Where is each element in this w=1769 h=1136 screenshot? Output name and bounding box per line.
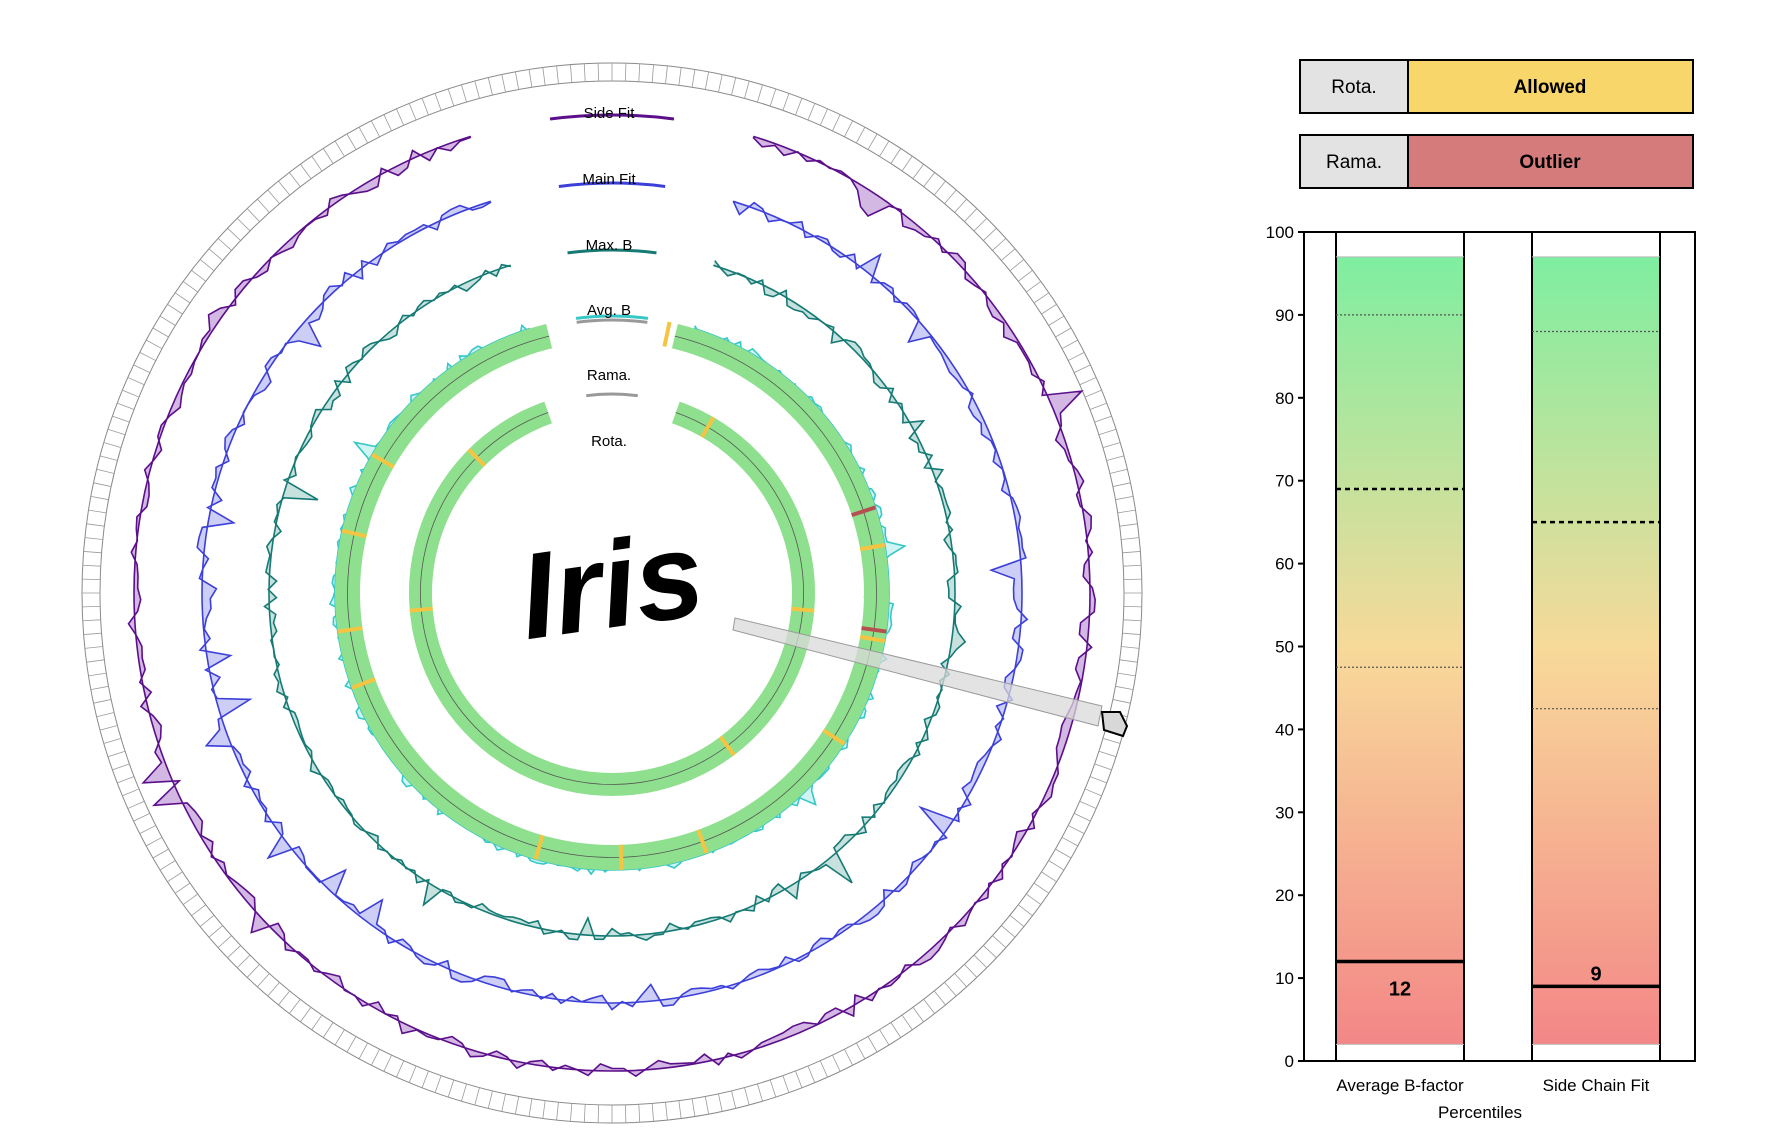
rota-badge: Rota. Allowed [1299,59,1694,114]
rama-badge: Rama. Outlier [1299,134,1694,189]
y-tick-label: 0 [1285,1052,1294,1071]
track-side-fit [127,113,1097,1078]
percentile-value-label: 9 [1590,963,1601,985]
percentile-chart: 0 10 20 30 40 50 60 70 80 90 100 12 Average B-facto… [1266,223,1696,1122]
selector-handle-icon[interactable] [1100,711,1129,738]
ring-label-main-fit: Main Fit [582,171,636,188]
rama-badge-key: Rama. [1326,152,1382,173]
track-rota [408,392,815,796]
track-rama [335,318,890,870]
percentile-bar-1: 9 Side Chain Fit [1531,231,1661,1095]
y-tick-label: 10 [1275,969,1294,988]
percentile-bar-0: 12 Average B-factor [1335,231,1465,1095]
y-tick-label: 50 [1275,638,1294,657]
percentile-value-label: 12 [1389,979,1411,1001]
y-tick-label: 70 [1275,472,1294,491]
y-axis-ticks: 0 10 20 30 40 50 60 70 80 90 100 [1266,223,1304,1071]
category-label: Average B-factor [1336,1076,1464,1095]
track-main-fit [196,181,1029,1011]
rota-badge-value: Allowed [1514,77,1587,98]
category-label: Side Chain Fit [1543,1076,1650,1095]
residue-tick-ring [81,62,1143,1124]
rama-badge-value: Outlier [1519,152,1581,173]
y-tick-label: 100 [1266,223,1294,242]
rota-badge-value-bg [1407,59,1694,114]
y-tick-label: 90 [1275,306,1294,325]
y-tick-label: 80 [1275,389,1294,408]
circular-tracks [127,113,1097,1078]
track-max-b [263,248,967,941]
rama-badge-value-bg [1407,134,1694,189]
ring-labels: Side Fit Main Fit Max. B Avg. B Rama. Ro… [582,105,636,450]
ring-label-max-b: Max. B [586,237,633,254]
bar-gradient [1533,256,1659,1045]
y-tick-label: 60 [1275,555,1294,574]
ring-label-avg-b: Avg. B [587,302,631,319]
x-axis-label: Percentiles [1438,1103,1522,1122]
iris-logo: Iris [511,505,711,665]
ring-label-side-fit: Side Fit [584,105,636,122]
ring-label-rama: Rama. [587,367,631,384]
y-tick-label: 40 [1275,720,1294,739]
residue-selector[interactable] [732,617,1129,738]
percentile-bars: 12 Average B-factor 9 Side Chain Fit [1335,231,1661,1095]
y-tick-label: 30 [1275,803,1294,822]
rota-badge-key: Rota. [1331,77,1376,98]
ring-label-rota: Rota. [591,433,627,450]
y-tick-label: 20 [1275,886,1294,905]
bar-gradient [1337,256,1463,1045]
